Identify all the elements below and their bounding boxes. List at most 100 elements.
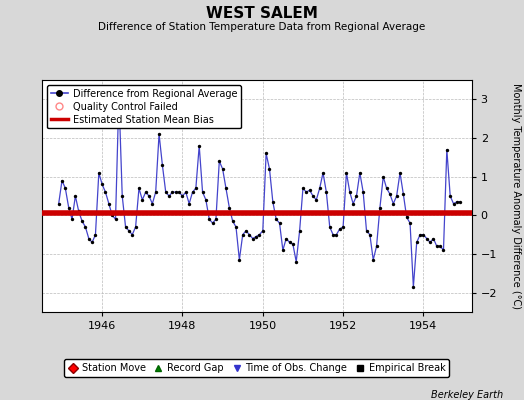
Point (322, 189, 331, 195)
Point (392, 193, 401, 199)
Point (215, 158, 223, 164)
Point (148, 200, 157, 207)
Point (122, 224, 130, 230)
Point (429, 235, 438, 242)
Point (312, 197, 321, 203)
Point (383, 185, 391, 192)
Point (275, 220, 283, 226)
Point (376, 204, 384, 211)
Point (356, 170, 364, 176)
Point (108, 212, 116, 218)
Point (81, 224, 90, 230)
Point (175, 189, 183, 195)
Point (195, 142, 203, 149)
Point (296, 228, 304, 234)
Point (155, 131, 163, 137)
Point (138, 197, 147, 203)
Point (171, 189, 180, 195)
Point (386, 191, 394, 197)
Point (265, 166, 274, 172)
Point (61, 185, 70, 192)
Point (282, 235, 290, 242)
Point (406, 220, 414, 226)
Point (238, 232, 247, 238)
Point (346, 189, 354, 195)
Point (379, 174, 387, 180)
Point (228, 218, 237, 224)
Point (84, 235, 93, 242)
Point (125, 228, 133, 234)
Point (101, 189, 110, 195)
Point (178, 193, 187, 199)
Point (450, 200, 458, 207)
Point (339, 224, 347, 230)
Point (436, 243, 444, 250)
Point (192, 185, 200, 192)
Point (105, 200, 113, 207)
Point (279, 247, 287, 253)
Point (245, 232, 254, 238)
Point (396, 170, 404, 176)
Point (369, 257, 377, 263)
Point (299, 185, 307, 192)
Point (132, 224, 140, 230)
Point (199, 189, 207, 195)
Point (342, 170, 351, 176)
Point (409, 284, 418, 290)
Point (439, 247, 447, 253)
Point (309, 193, 317, 199)
Text: WEST SALEM: WEST SALEM (206, 6, 318, 21)
Point (352, 193, 361, 199)
Point (141, 189, 150, 195)
Point (359, 189, 367, 195)
Point (286, 239, 294, 246)
Point (182, 189, 190, 195)
Point (412, 239, 421, 246)
Point (219, 166, 227, 172)
Point (235, 257, 244, 263)
Text: Difference of Station Temperature Data from Regional Average: Difference of Station Temperature Data f… (99, 22, 425, 32)
Point (161, 189, 170, 195)
Point (128, 232, 136, 238)
Point (115, 92, 123, 99)
Point (402, 214, 411, 220)
Point (433, 243, 441, 250)
Point (202, 197, 210, 203)
Point (209, 220, 217, 226)
Point (426, 239, 434, 246)
Point (111, 216, 119, 222)
Point (205, 216, 213, 222)
Point (329, 232, 337, 238)
Point (95, 170, 103, 176)
Point (262, 150, 270, 157)
Y-axis label: Monthly Temperature Anomaly Difference (°C): Monthly Temperature Anomaly Difference (… (511, 83, 521, 309)
Point (88, 239, 96, 246)
Point (58, 177, 66, 184)
Point (135, 185, 143, 192)
Point (151, 189, 160, 195)
Point (373, 243, 381, 250)
Point (145, 193, 153, 199)
Text: Berkeley Earth: Berkeley Earth (431, 390, 503, 400)
Point (255, 232, 264, 238)
Point (443, 146, 451, 153)
Point (422, 235, 431, 242)
Point (335, 226, 344, 232)
Point (305, 187, 314, 194)
Point (248, 235, 257, 242)
Point (269, 199, 277, 205)
Point (212, 216, 220, 222)
Point (272, 216, 280, 222)
Point (168, 189, 177, 195)
Point (222, 185, 230, 192)
Point (158, 162, 167, 168)
Point (188, 189, 196, 195)
Point (399, 191, 408, 197)
Point (325, 224, 334, 230)
Point (91, 232, 100, 238)
Point (332, 232, 341, 238)
Point (118, 193, 126, 199)
Point (78, 218, 86, 224)
Point (292, 258, 300, 265)
Point (242, 228, 250, 234)
